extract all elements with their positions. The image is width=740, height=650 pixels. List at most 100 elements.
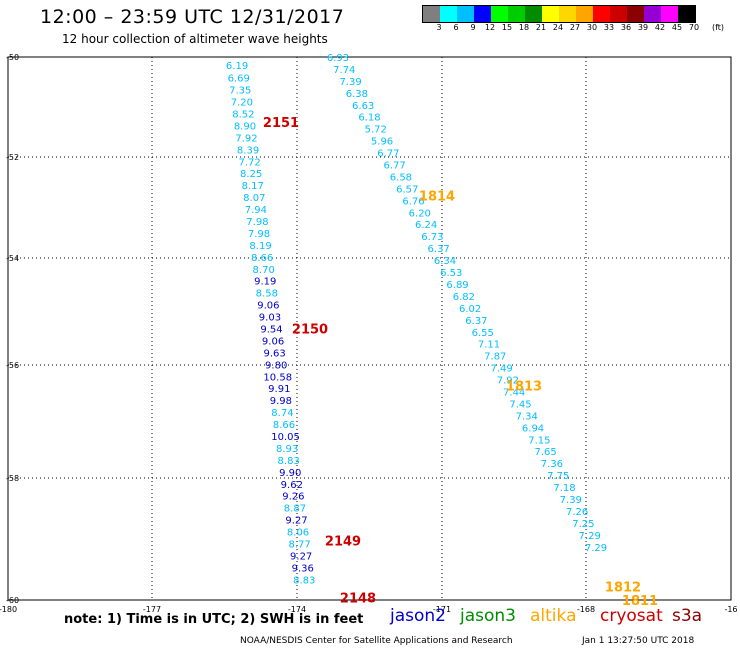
wave-height-value: 7.98 <box>248 229 270 240</box>
color-scale-bar <box>422 5 696 23</box>
wave-height-value: 7.15 <box>528 435 550 446</box>
wave-height-value: 6.20 <box>409 208 431 219</box>
wave-height-value: 5.72 <box>365 125 387 136</box>
wave-height-value: 6.77 <box>383 161 405 172</box>
wave-height-value: 9.36 <box>292 563 314 574</box>
pass-time-label: 1812 <box>605 580 641 595</box>
color-swatch <box>457 6 474 22</box>
wave-height-value: 6.18 <box>358 113 380 124</box>
color-swatch <box>508 6 525 22</box>
wave-height-value: 8.77 <box>288 540 310 551</box>
wave-height-value: 7.87 <box>484 352 506 363</box>
longitude-label: -177 <box>143 605 161 614</box>
wave-height-value: 7.65 <box>535 447 557 458</box>
wave-height-value: 7.36 <box>541 459 563 470</box>
legend-s3a: s3a <box>672 606 703 626</box>
wave-height-value: 8.07 <box>243 193 265 204</box>
wave-height-value: 9.03 <box>259 313 281 324</box>
color-swatch <box>491 6 508 22</box>
credit-line: NOAA/NESDIS Center for Satellite Applica… <box>240 636 513 646</box>
generation-timestamp: Jan 1 13:27:50 UTC 2018 <box>582 636 695 646</box>
wave-height-value: 9.54 <box>260 325 282 336</box>
longitude-label: -168 <box>577 605 595 614</box>
latitude-label: -54 <box>6 254 19 263</box>
wave-height-value: 9.27 <box>290 551 312 562</box>
wave-height-value: 8.39 <box>237 145 259 156</box>
wave-height-value: 7.45 <box>509 399 531 410</box>
wave-height-value: 9.06 <box>257 301 279 312</box>
wave-height-value: 6.53 <box>440 268 462 279</box>
latitude-label: -56 <box>6 361 19 370</box>
footnote: note: 1) Time is in UTC; 2) SWH is in fe… <box>64 612 364 627</box>
latitude-label: -58 <box>6 474 19 483</box>
color-scale-tick-label: 70 <box>688 23 700 32</box>
wave-height-value: 10.05 <box>271 432 300 443</box>
color-scale-tick-label: 12 <box>484 23 496 32</box>
wave-height-value: 6.38 <box>346 89 368 100</box>
wave-height-value: 6.57 <box>396 184 418 195</box>
wave-height-value: 6.77 <box>377 149 399 160</box>
legend-altika: altika <box>530 606 577 626</box>
wave-height-value: 8.70 <box>253 265 275 276</box>
color-swatch <box>542 6 559 22</box>
wave-height-value: 6.37 <box>428 244 450 255</box>
wave-height-value: 7.74 <box>333 65 355 76</box>
wave-height-value: 7.34 <box>516 411 538 422</box>
wave-height-value: 7.26 <box>566 507 588 518</box>
color-swatch <box>576 6 593 22</box>
wave-height-value: 8.17 <box>242 181 264 192</box>
color-scale-tick-label: 45 <box>671 23 683 32</box>
color-swatch <box>559 6 576 22</box>
wave-height-value: 6.24 <box>415 220 437 231</box>
color-swatch <box>644 6 661 22</box>
color-swatch <box>474 6 491 22</box>
map-title: 12:00 – 23:59 UTC 12/31/2017 <box>40 6 345 28</box>
wave-height-value: 7.35 <box>229 86 251 97</box>
legend-cryosat: cryosat <box>600 606 663 626</box>
legend-jason2: jason2 <box>390 606 446 626</box>
color-scale-tick-label: 18 <box>518 23 530 32</box>
wave-height-value: 7.39 <box>560 495 582 506</box>
color-scale-tick-label: 24 <box>552 23 564 32</box>
wave-height-value: 6.73 <box>421 232 443 243</box>
wave-height-value: 7.29 <box>585 543 607 554</box>
pass-time-label: 2148 <box>340 591 376 606</box>
latitude-label: -50 <box>6 53 19 62</box>
wave-height-value: 8.19 <box>249 241 271 252</box>
wave-height-value: 6.82 <box>453 292 475 303</box>
pass-time-label: 1814 <box>419 189 455 204</box>
color-swatch <box>678 6 695 22</box>
color-scale-tick-label: 15 <box>501 23 513 32</box>
pass-time-label: 1811 <box>622 594 658 609</box>
wave-height-value: 7.72 <box>238 157 260 168</box>
wave-height-value: 7.18 <box>553 483 575 494</box>
wave-height-value: 6.02 <box>459 304 481 315</box>
color-swatch <box>610 6 627 22</box>
wave-height-value: 6.58 <box>390 172 412 183</box>
pass-time-label: 2150 <box>292 323 328 338</box>
wave-height-value: 8.93 <box>276 444 298 455</box>
wave-height-value: 7.44 <box>503 387 525 398</box>
wave-height-value: 6.34 <box>434 256 456 267</box>
color-swatch <box>525 6 542 22</box>
wave-height-value: 8.52 <box>232 109 254 120</box>
color-swatch <box>661 6 678 22</box>
map-subtitle: 12 hour collection of altimeter wave hei… <box>62 32 328 46</box>
wave-height-value: 9.98 <box>270 396 292 407</box>
wave-height-value: 7.25 <box>572 519 594 530</box>
pass-time-label: 2151 <box>263 116 299 131</box>
wave-height-value: 8.58 <box>256 289 278 300</box>
color-scale-tick-label: 33 <box>603 23 615 32</box>
wave-height-value: 9.06 <box>262 336 284 347</box>
color-scale-tick-label: 27 <box>569 23 581 32</box>
longitude-label: -174 <box>288 605 306 614</box>
wave-height-value: 9.63 <box>263 348 285 359</box>
color-scale-tick-label: 42 <box>654 23 666 32</box>
color-swatch <box>627 6 644 22</box>
wave-height-value: 6.37 <box>465 316 487 327</box>
color-scale-unit: (ft) <box>712 23 725 32</box>
wave-height-value: 6.93 <box>327 53 349 64</box>
wave-height-value: 7.75 <box>547 471 569 482</box>
latitude-label: -52 <box>6 153 19 162</box>
